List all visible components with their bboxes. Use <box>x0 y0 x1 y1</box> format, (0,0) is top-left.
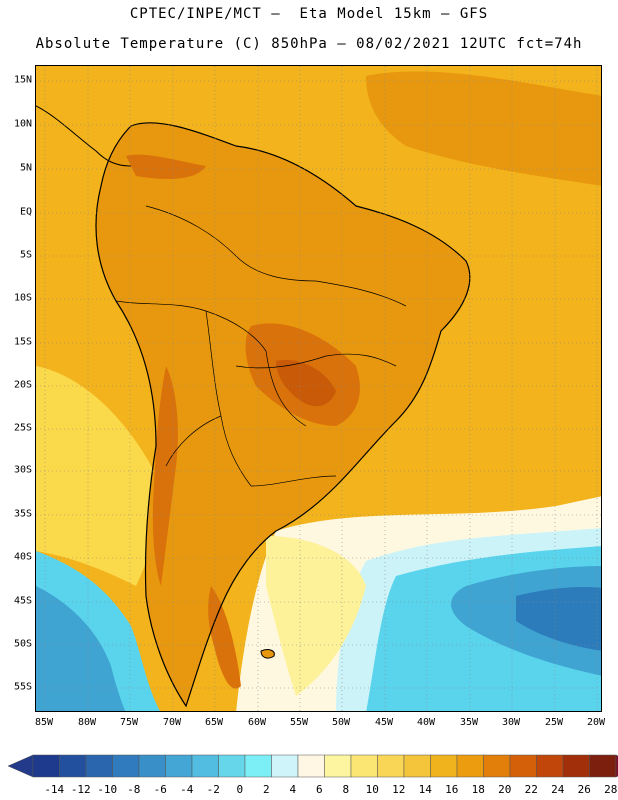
map-subtitle: Absolute Temperature (C) 850hPa – 08/02/… <box>35 36 583 52</box>
colorbar-tick-label: 4 <box>289 783 297 796</box>
colorbar-swatch <box>165 754 193 778</box>
colorbar-swatch <box>350 754 378 778</box>
colorbar-swatch <box>59 754 87 778</box>
colorbar-tick-label: -14 <box>44 783 65 796</box>
longitude-label: 80W <box>77 717 97 728</box>
north-atlantic-warm <box>366 71 601 186</box>
longitude-label: 50W <box>331 717 351 728</box>
longitude-label: 70W <box>162 717 182 728</box>
longitude-label: 65W <box>204 717 224 728</box>
colorbar-tick-label: 14 <box>418 783 432 796</box>
colorbar-tick-label: 10 <box>365 783 379 796</box>
colorbar-tick-label: 12 <box>392 783 406 796</box>
colorbar-tick-label: 8 <box>342 783 350 796</box>
colorbar-tick-label: 22 <box>524 783 538 796</box>
colorbar-tick-label: -8 <box>127 783 141 796</box>
colorbar-swatch <box>244 754 272 778</box>
southern-ocean-deep-blue <box>516 586 601 651</box>
longitude-label: 35W <box>459 717 479 728</box>
colorbar-swatch <box>112 754 140 778</box>
longitude-label: 20W <box>586 717 606 728</box>
southwest-pacific-blue <box>36 586 126 711</box>
longitude-label: 45W <box>374 717 394 728</box>
colorbar-tick-label: 24 <box>551 783 565 796</box>
colorbar-tick-label: 26 <box>577 783 591 796</box>
latitude-label: 10N <box>13 118 32 130</box>
colorbar-swatch <box>32 754 60 778</box>
map-canvas <box>36 66 601 711</box>
venezuela-hot <box>126 154 206 179</box>
longitude-label: 25W <box>544 717 564 728</box>
longitude-label: 75W <box>119 717 139 728</box>
latitude-label: 25S <box>13 422 32 434</box>
patagonia-light <box>266 536 366 696</box>
colorbar-swatch <box>324 754 352 778</box>
country-borders <box>115 205 407 487</box>
colorbar-swatch <box>191 754 219 778</box>
colorbar-tick-label: 2 <box>262 783 270 796</box>
latitude-label: 35S <box>13 508 32 520</box>
map-graticule <box>36 66 601 711</box>
colorbar-swatch <box>562 754 590 778</box>
latitude-label: 20S <box>13 379 32 391</box>
colorbar-tick-label: 0 <box>236 783 244 796</box>
colorbar-tick-label: -2 <box>206 783 220 796</box>
colorbar-swatch <box>456 754 484 778</box>
latitude-label: 15N <box>13 74 32 86</box>
colorbar-swatch <box>218 754 246 778</box>
colorbar-swatch <box>85 754 113 778</box>
colorbar-tick-label: 18 <box>471 783 485 796</box>
latitude-label: 40S <box>13 551 32 563</box>
colorbar-swatch <box>377 754 405 778</box>
colorbar-tick-label: 28 <box>604 783 618 796</box>
colorbar-swatch <box>536 754 564 778</box>
south-america-landmass <box>96 122 470 707</box>
latitude-label: 10S <box>13 292 32 304</box>
colorbar-swatch <box>483 754 511 778</box>
andes-hot <box>152 366 178 586</box>
latitude-label: 30S <box>13 464 32 476</box>
colorbar-tick-label: 6 <box>315 783 323 796</box>
central-america-coast <box>36 105 132 167</box>
latitude-label: 15S <box>13 336 32 348</box>
patagonia-hot <box>208 586 241 689</box>
latitude-label: 50S <box>13 638 32 650</box>
colorbar-swatch <box>297 754 325 778</box>
south-america-coastline <box>95 122 471 708</box>
colorbar-swatch <box>138 754 166 778</box>
colorbar-low-extend <box>7 754 34 778</box>
longitude-label: 30W <box>501 717 521 728</box>
latitude-label: 45S <box>13 595 32 607</box>
colorbar-tick-label: -4 <box>180 783 194 796</box>
colorbar-swatch <box>403 754 431 778</box>
map-title: CPTEC/INPE/MCT – Eta Model 15km – GFS <box>129 6 489 22</box>
colorbar-swatch <box>509 754 537 778</box>
temperature-map[interactable] <box>35 65 602 712</box>
longitude-label: 55W <box>289 717 309 728</box>
colorbar-tick-label: 20 <box>498 783 512 796</box>
latitude-label: 5N <box>19 162 32 174</box>
colorbar-tick-label: -12 <box>70 783 91 796</box>
central-brazil-hottest <box>276 360 336 407</box>
colorbar-swatch <box>271 754 299 778</box>
latitude-label: 55S <box>13 681 32 693</box>
falklands-coast <box>260 649 275 659</box>
colorbar-swatch <box>430 754 458 778</box>
longitude-label: 85W <box>34 717 54 728</box>
latitude-label: EQ <box>19 206 32 218</box>
latitude-label: 5S <box>19 249 32 261</box>
colorbar-tick-label: 16 <box>445 783 459 796</box>
colorbar-tick-label: -6 <box>153 783 167 796</box>
colorbar-tick-label: -10 <box>97 783 118 796</box>
longitude-label: 40W <box>416 717 436 728</box>
south-pacific-yellow <box>36 366 166 586</box>
longitude-label: 60W <box>247 717 267 728</box>
colorbar-swatch <box>589 754 617 778</box>
